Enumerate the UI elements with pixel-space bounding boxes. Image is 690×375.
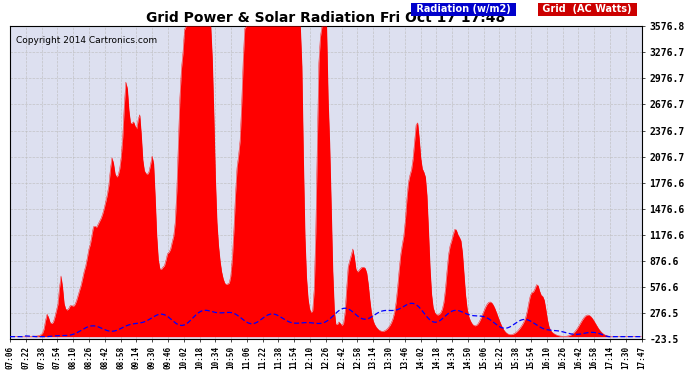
Text: Copyright 2014 Cartronics.com: Copyright 2014 Cartronics.com — [17, 36, 157, 45]
Title: Grid Power & Solar Radiation Fri Oct 17 17:48: Grid Power & Solar Radiation Fri Oct 17 … — [146, 11, 506, 25]
Text: Radiation (w/m2): Radiation (w/m2) — [413, 4, 514, 14]
Text: Grid  (AC Watts): Grid (AC Watts) — [540, 4, 635, 14]
